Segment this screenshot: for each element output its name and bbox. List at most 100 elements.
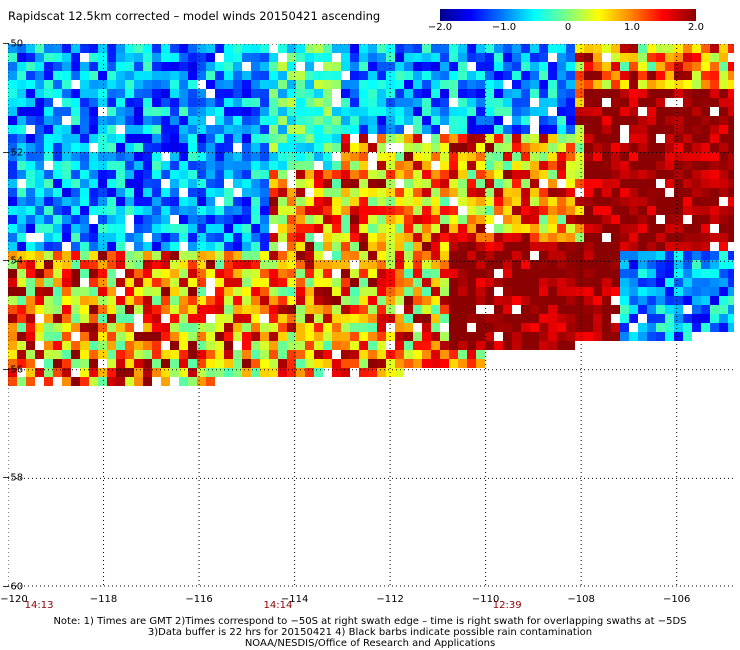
wind-diff-cell (125, 197, 134, 206)
wind-diff-cell (44, 368, 53, 377)
wind-diff-cell (656, 287, 665, 296)
wind-diff-cell (413, 278, 422, 287)
wind-diff-cell (359, 80, 368, 89)
wind-diff-cell (728, 224, 734, 233)
wind-diff-cell (476, 206, 485, 215)
wind-diff-cell (44, 89, 53, 98)
wind-diff-cell (17, 251, 26, 260)
wind-diff-cell (116, 188, 125, 197)
wind-diff-cell (233, 314, 242, 323)
wind-diff-cell (8, 341, 17, 350)
wind-diff-cell (107, 341, 116, 350)
wind-diff-cell (377, 296, 386, 305)
wind-diff-cell (683, 53, 692, 62)
wind-diff-cell (467, 197, 476, 206)
wind-diff-cell (89, 62, 98, 71)
wind-diff-cell (611, 305, 620, 314)
wind-diff-cell (647, 305, 656, 314)
wind-diff-cell (413, 125, 422, 134)
wind-diff-cell (332, 215, 341, 224)
wind-diff-cell (728, 134, 734, 143)
wind-diff-cell (80, 62, 89, 71)
wind-diff-cell (602, 134, 611, 143)
latitude-tick-label: −50 (2, 38, 24, 50)
wind-diff-cell (395, 116, 404, 125)
wind-diff-cell (296, 98, 305, 107)
wind-diff-cell (26, 206, 35, 215)
wind-diff-cell (251, 350, 260, 359)
wind-diff-cell (422, 152, 431, 161)
wind-diff-cell (341, 359, 350, 368)
wind-diff-cell (575, 242, 584, 251)
wind-diff-cell (404, 62, 413, 71)
wind-diff-cell (404, 89, 413, 98)
wind-diff-cell (35, 107, 44, 116)
wind-diff-cell (35, 242, 44, 251)
wind-diff-cell (530, 80, 539, 89)
wind-diff-cell (44, 197, 53, 206)
wind-diff-cell (251, 251, 260, 260)
wind-diff-cell (377, 53, 386, 62)
wind-diff-cell (359, 224, 368, 233)
wind-diff-cell (485, 296, 494, 305)
wind-diff-cell (404, 143, 413, 152)
wind-diff-cell (386, 206, 395, 215)
wind-diff-cell (368, 71, 377, 80)
wind-diff-cell (350, 269, 359, 278)
wind-diff-cell (350, 242, 359, 251)
wind-diff-cell (116, 278, 125, 287)
wind-diff-cell (242, 287, 251, 296)
wind-diff-cell (296, 134, 305, 143)
wind-diff-cell (215, 80, 224, 89)
wind-diff-cell (656, 269, 665, 278)
wind-diff-cell (296, 71, 305, 80)
wind-diff-cell (404, 350, 413, 359)
wind-diff-cell (557, 341, 566, 350)
wind-diff-cell (656, 71, 665, 80)
wind-diff-cell (350, 314, 359, 323)
wind-diff-cell (485, 44, 494, 53)
wind-diff-cell (161, 80, 170, 89)
wind-diff-cell (35, 53, 44, 62)
wind-diff-cell (332, 368, 341, 377)
wind-diff-cell (710, 305, 719, 314)
wind-diff-cell (728, 125, 734, 134)
wind-diff-cell (287, 125, 296, 134)
wind-diff-cell (197, 296, 206, 305)
wind-diff-cell (197, 341, 206, 350)
wind-diff-cell (278, 215, 287, 224)
wind-diff-cell (629, 197, 638, 206)
wind-diff-cell (467, 224, 476, 233)
wind-diff-cell (188, 215, 197, 224)
wind-diff-cell (233, 368, 242, 377)
wind-diff-cell (89, 350, 98, 359)
wind-diff-cell (467, 359, 476, 368)
wind-diff-cell (188, 188, 197, 197)
wind-diff-cell (449, 134, 458, 143)
wind-diff-cell (143, 134, 152, 143)
wind-diff-cell (521, 260, 530, 269)
wind-diff-cell (332, 62, 341, 71)
latitude-tick-label: −54 (2, 255, 24, 267)
wind-diff-cell (71, 278, 80, 287)
longitude-tick-label: −112 (376, 594, 404, 605)
wind-diff-cell (134, 44, 143, 53)
wind-diff-cell (107, 143, 116, 152)
wind-diff-cell (179, 89, 188, 98)
wind-diff-cell (107, 71, 116, 80)
wind-diff-cell (215, 251, 224, 260)
wind-diff-cell (107, 314, 116, 323)
wind-diff-cell (260, 269, 269, 278)
wind-diff-cell (215, 242, 224, 251)
wind-diff-cell (692, 260, 701, 269)
wind-diff-cell (512, 89, 521, 98)
wind-diff-cell (305, 242, 314, 251)
wind-diff-cell (242, 359, 251, 368)
wind-diff-cell (233, 287, 242, 296)
wind-diff-cell (728, 251, 734, 260)
wind-diff-cell (296, 161, 305, 170)
wind-diff-cell (575, 98, 584, 107)
wind-diff-cell (593, 251, 602, 260)
wind-diff-cell (179, 260, 188, 269)
wind-diff-cell (116, 332, 125, 341)
